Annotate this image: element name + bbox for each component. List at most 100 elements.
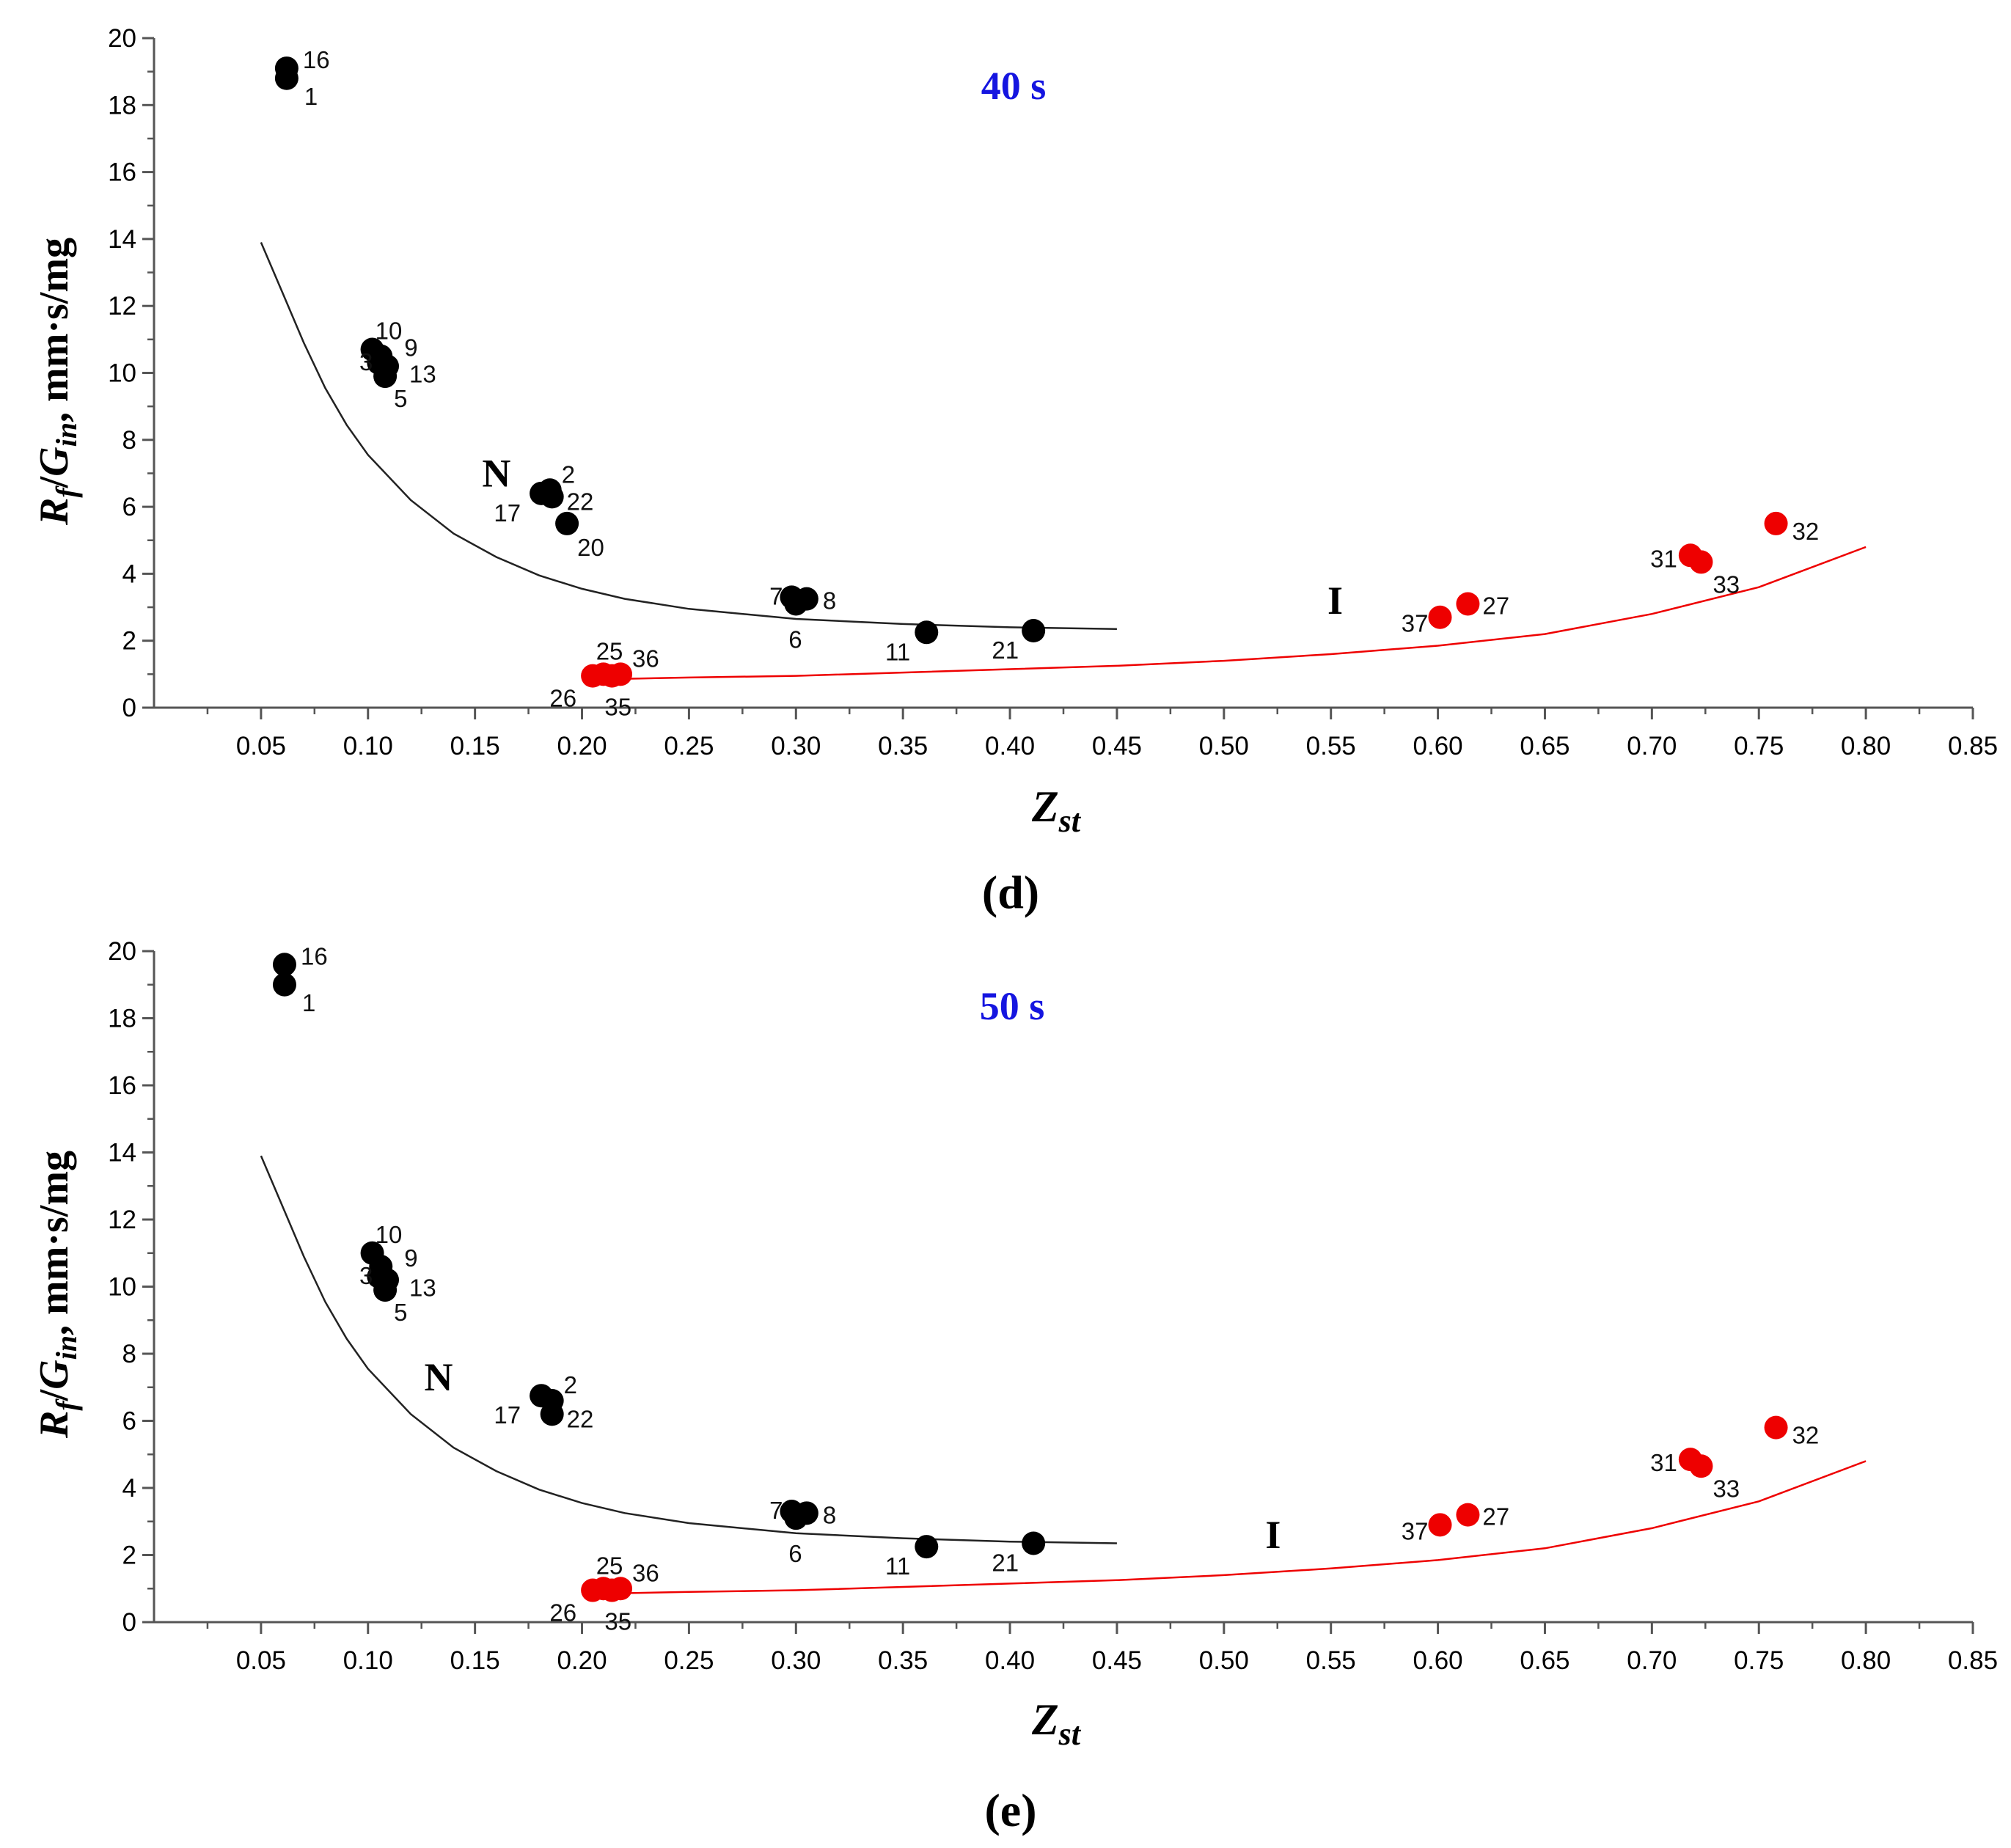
point-label: 37 — [1402, 1517, 1429, 1544]
y-tick-label: 4 — [122, 560, 136, 588]
data-point — [530, 481, 554, 505]
point-label: 7 — [769, 1497, 783, 1524]
x-tick-label: 0.85 — [1948, 732, 1998, 760]
point-label: 21 — [992, 637, 1019, 664]
y-tick-label: 14 — [108, 225, 136, 254]
point-label: 10 — [376, 1221, 403, 1248]
y-tick-label: 2 — [122, 627, 136, 656]
point-label: 33 — [1713, 1475, 1740, 1502]
y-tick-label: 10 — [108, 359, 136, 388]
data-point — [1456, 1503, 1480, 1527]
point-label: 22 — [567, 488, 594, 515]
y-tick-label: 2 — [122, 1541, 136, 1570]
point-label: 7 — [769, 582, 783, 609]
point-label: 17 — [494, 1401, 521, 1429]
point-label: 9 — [404, 1244, 417, 1272]
point-label: 10 — [376, 318, 403, 345]
point-label: 27 — [1482, 592, 1509, 619]
data-point — [272, 972, 296, 997]
region-label: I — [1265, 1513, 1281, 1557]
y-tick-label: 0 — [122, 1608, 136, 1637]
point-label: 33 — [1713, 571, 1740, 598]
data-point — [1764, 1415, 1788, 1440]
y-tick-label: 16 — [108, 158, 136, 187]
region-label: N — [482, 451, 510, 495]
point-label: 21 — [992, 1549, 1019, 1576]
x-axis-title: Zst — [1031, 782, 1082, 839]
point-label: 32 — [1792, 518, 1820, 545]
x-tick-label: 0.50 — [1199, 732, 1249, 760]
y-tick-label: 0 — [122, 694, 136, 722]
point-label: 36 — [632, 645, 659, 672]
data-point — [1428, 605, 1452, 629]
region-label: I — [1327, 579, 1343, 623]
x-tick-label: 0.10 — [343, 732, 393, 760]
x-tick-label: 0.40 — [985, 732, 1035, 760]
point-label: 13 — [409, 360, 436, 387]
point-label: 11 — [885, 1552, 910, 1580]
point-label: 36 — [632, 1559, 659, 1586]
y-tick-label: 8 — [122, 426, 136, 455]
x-tick-label: 0.05 — [236, 1646, 286, 1675]
point-label: 3 — [359, 348, 373, 375]
point-label: 3 — [359, 1262, 373, 1289]
data-point — [1428, 1513, 1452, 1537]
x-tick-label: 0.45 — [1092, 1646, 1142, 1675]
data-point — [784, 592, 808, 616]
x-tick-label: 0.40 — [985, 1646, 1035, 1675]
y-tick-label: 18 — [108, 91, 136, 120]
x-tick-label: 0.55 — [1306, 732, 1356, 760]
data-point — [1689, 1454, 1713, 1478]
x-tick-label: 0.60 — [1413, 732, 1463, 760]
point-label: 1 — [302, 989, 315, 1016]
trend-line-1 — [603, 1460, 1867, 1595]
x-tick-label: 0.15 — [450, 732, 500, 760]
x-tick-label: 0.75 — [1734, 732, 1784, 760]
x-tick-label: 0.85 — [1948, 1646, 1998, 1675]
x-tick-label: 0.70 — [1627, 732, 1677, 760]
point-label: 2 — [564, 1371, 577, 1398]
point-label: 35 — [604, 694, 631, 721]
panel-label: (d) — [982, 866, 1039, 918]
y-axis-title: Rf/Gin, mm·s/mg — [32, 238, 83, 526]
x-tick-label: 0.60 — [1413, 1646, 1463, 1675]
data-point — [784, 1506, 808, 1530]
point-label: 5 — [394, 1299, 407, 1326]
trend-line-1 — [603, 546, 1867, 681]
point-label: 9 — [404, 334, 417, 362]
y-tick-label: 12 — [108, 1206, 136, 1234]
region-label: N — [425, 1355, 453, 1399]
y-tick-label: 4 — [122, 1474, 136, 1503]
x-tick-label: 0.30 — [771, 732, 821, 760]
y-tick-label: 18 — [108, 1005, 136, 1033]
data-point — [600, 664, 624, 688]
point-label: 25 — [596, 1552, 623, 1579]
x-tick-label: 0.55 — [1306, 1646, 1356, 1675]
point-label: 5 — [394, 385, 407, 412]
x-tick-label: 0.70 — [1627, 1646, 1677, 1675]
trend-line-0 — [260, 242, 1117, 630]
data-point — [581, 1578, 605, 1602]
point-label: 1 — [304, 83, 318, 110]
x-tick-label: 0.50 — [1199, 1646, 1249, 1675]
x-tick-label: 0.65 — [1520, 732, 1569, 760]
y-tick-label: 10 — [108, 1273, 136, 1302]
x-tick-label: 0.75 — [1734, 1646, 1784, 1675]
point-label: 35 — [604, 1608, 631, 1635]
point-label: 26 — [549, 685, 576, 712]
point-label: 32 — [1792, 1422, 1820, 1449]
data-point — [1764, 511, 1788, 535]
point-label: 26 — [549, 1599, 576, 1627]
x-tick-label: 0.80 — [1841, 732, 1891, 760]
point-label: 25 — [596, 637, 623, 664]
point-label: 37 — [1402, 610, 1429, 637]
point-label: 20 — [577, 534, 604, 561]
x-tick-label: 0.05 — [236, 732, 286, 760]
time-label: 50 s — [980, 984, 1045, 1028]
point-label: 31 — [1650, 545, 1677, 572]
point-label: 27 — [1482, 1503, 1509, 1530]
data-point — [540, 1402, 564, 1426]
